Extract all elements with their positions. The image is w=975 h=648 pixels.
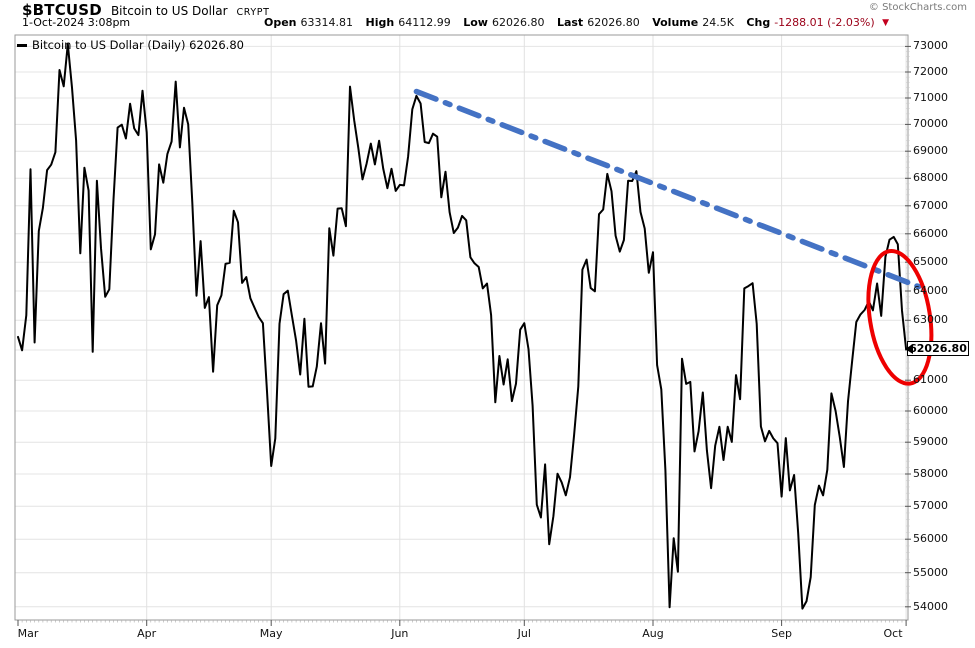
exchange-label: CRYPT	[236, 7, 270, 18]
instrument-name: Bitcoin to US Dollar	[110, 4, 228, 18]
low-label: Low	[463, 16, 488, 29]
price-line	[17, 43, 908, 610]
open-value: 63314.81	[300, 16, 354, 29]
low-value: 62026.80	[491, 16, 545, 29]
open-label: Open	[264, 16, 297, 29]
y-axis-label: 56000	[913, 532, 948, 546]
x-axis-label: Sep	[771, 627, 792, 640]
x-axis-label: Oct	[883, 627, 903, 640]
plot-frame	[14, 34, 909, 621]
x-axis-label: May	[259, 627, 283, 640]
series-legend: Bitcoin to US Dollar (Daily) 62026.80	[17, 38, 244, 52]
y-axis-label: 66000	[913, 226, 948, 240]
y-axis-label: 55000	[913, 565, 948, 579]
ticker-symbol: $BTCUSD	[22, 1, 102, 19]
volume-value: 24.5K	[702, 16, 734, 29]
y-axis-label: 68000	[913, 171, 948, 185]
y-axis-label: 73000	[913, 39, 948, 53]
x-axis-label: Mar	[17, 627, 39, 640]
x-axis-label: Apr	[137, 627, 157, 640]
ellipse-annotation	[866, 248, 934, 386]
quote-datetime: 1-Oct-2024 3:08pm	[22, 16, 131, 29]
y-axis-label: 54000	[913, 599, 948, 613]
chg-value: -1288.01 (-2.03%)	[774, 16, 875, 29]
y-axis-label: 65000	[913, 255, 948, 269]
chg-down-triangle-icon: ▼	[882, 18, 890, 28]
title-row: $BTCUSD Bitcoin to US Dollar CRYPT	[22, 1, 270, 19]
x-axis-label: Jun	[391, 627, 409, 640]
y-axis-label: 63000	[913, 313, 948, 327]
x-axis-label: Jul	[517, 627, 531, 640]
y-axis-label: 57000	[913, 499, 948, 513]
y-axis-label: 60000	[913, 403, 948, 417]
y-axis-label: 70000	[913, 117, 948, 131]
high-label: High	[365, 16, 395, 29]
y-axis-label: 61000	[913, 373, 948, 387]
y-axis-label: 72000	[913, 65, 948, 79]
legend-line-swatch-icon	[17, 43, 27, 47]
x-axis-label: Aug	[642, 627, 664, 640]
copyright: © StockCharts.com	[868, 2, 967, 13]
y-axis-label: 58000	[913, 467, 948, 480]
last-value: 62026.80	[587, 16, 640, 29]
y-axis-label: 59000	[913, 435, 948, 449]
y-axis-label: 67000	[913, 198, 948, 212]
volume-label: Volume	[652, 16, 699, 29]
ohlc-strip: Open 63314.81 High 64112.99 Low 62026.80 La…	[264, 16, 889, 29]
y-axis-label: 69000	[913, 144, 948, 158]
legend-text: Bitcoin to US Dollar (Daily) 62026.80	[32, 38, 244, 52]
last-label: Last	[556, 16, 584, 29]
trendline-annotation	[413, 88, 922, 290]
y-axis-label: 64000	[913, 284, 948, 297]
y-axis-label: 71000	[913, 91, 948, 105]
high-value: 64112.99	[398, 16, 451, 29]
last-price-tag: 62026.80	[905, 341, 969, 357]
chg-label: Chg	[746, 16, 771, 29]
